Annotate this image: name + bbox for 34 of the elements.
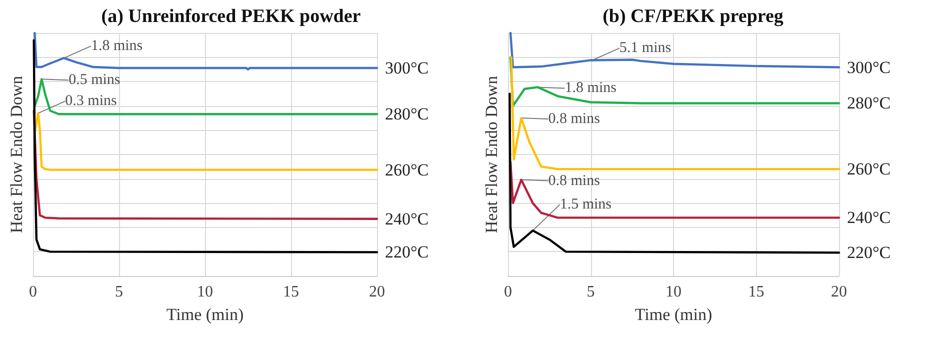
annotation: 1.5 mins bbox=[560, 196, 612, 213]
series-label: 220°C bbox=[847, 243, 891, 262]
annotation: 1.8 mins bbox=[564, 80, 617, 96]
chart-title: (a) Unreinforced PEKK powder bbox=[101, 6, 362, 27]
chart-title: (b) CF/PEKK prepreg bbox=[602, 6, 784, 27]
x-tick-label: 10 bbox=[666, 284, 682, 300]
series-label: 280°C bbox=[847, 94, 891, 113]
annotation: 0.3 mins bbox=[65, 93, 117, 110]
series-label: 300°C bbox=[385, 58, 429, 78]
series-label: 220°C bbox=[385, 242, 429, 262]
x-tick-label: 5 bbox=[115, 284, 123, 300]
series-label: 300°C bbox=[847, 58, 891, 77]
series-label: 260°C bbox=[385, 160, 429, 180]
y-axis-title: Heat Flow Endo Down bbox=[7, 75, 26, 234]
x-tick-label: 0 bbox=[504, 284, 512, 300]
x-tick-label: 20 bbox=[831, 284, 847, 300]
series-label: 280°C bbox=[385, 104, 429, 124]
x-tick-label: 15 bbox=[748, 284, 764, 300]
x-tick-label: 20 bbox=[369, 284, 385, 300]
annotation: 5.1 mins bbox=[619, 40, 672, 56]
x-axis-title: Time (min) bbox=[166, 305, 244, 324]
series-label: 240°C bbox=[385, 209, 429, 228]
annotation: 1.8 mins bbox=[90, 38, 143, 54]
x-tick-label: 5 bbox=[586, 284, 595, 300]
x-tick-label: 0 bbox=[29, 284, 37, 300]
y-axis-title: Heat Flow Endo Down bbox=[482, 75, 501, 234]
annotation: 0.8 mins bbox=[548, 172, 600, 189]
series-label: 240°C bbox=[847, 208, 891, 228]
series-label: 260°C bbox=[847, 160, 891, 179]
annotation: 0.5 mins bbox=[68, 72, 120, 88]
x-tick-label: 10 bbox=[197, 284, 213, 300]
annotation: 0.8 mins bbox=[548, 111, 600, 128]
x-axis-title: Time (min) bbox=[634, 305, 712, 324]
x-tick-label: 15 bbox=[283, 284, 299, 300]
